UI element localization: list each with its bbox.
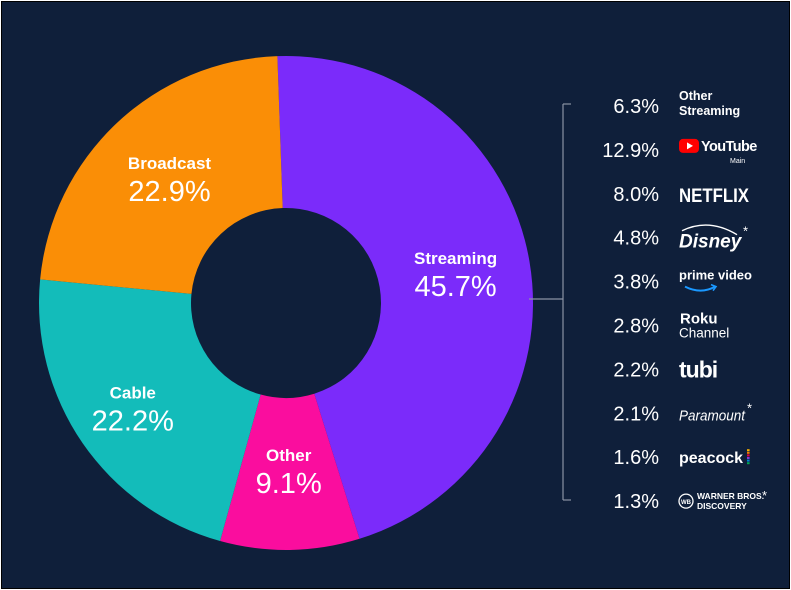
breakdown-value: 12.9% <box>602 140 659 162</box>
slice-other <box>220 393 360 550</box>
breakdown-row: 2.1% Paramount * <box>613 400 752 425</box>
slice-label-cable: Cable <box>110 383 156 402</box>
peacock-dot-icon <box>747 457 750 459</box>
roku-wordmark: Roku <box>680 311 718 328</box>
breakdown-value: 2.1% <box>613 403 659 425</box>
wbd-monogram: WB <box>681 500 692 506</box>
roku-channel: Channel <box>679 326 729 341</box>
breakdown-row: 1.6% peacock <box>613 447 750 469</box>
breakdown-value: 6.3% <box>613 96 659 118</box>
peacock-dot-icon <box>747 451 750 454</box>
play-icon <box>687 142 693 150</box>
prime-smile-icon <box>684 285 716 292</box>
prime-wordmark: prime video <box>679 268 752 283</box>
wbd-line-2: DISCOVERY <box>697 501 747 511</box>
breakdown-value: 1.6% <box>613 447 659 469</box>
wbd-shield-icon <box>678 493 694 509</box>
netflix-wordmark: NETFLIX <box>679 186 749 207</box>
breakdown-value: 4.8% <box>613 228 659 250</box>
slice-value-broadcast: 22.9% <box>128 176 210 208</box>
peacock-dot-icon <box>747 459 750 462</box>
slice-value-other: 9.1% <box>256 468 322 500</box>
breakdown-row: 12.9% YouTube Main <box>602 138 758 165</box>
slice-value-cable: 22.2% <box>92 405 174 437</box>
breakdown-row: 4.8% Disney* <box>613 224 748 253</box>
tubi-wordmark: tubi <box>679 356 717 382</box>
disney-wordmark: Disney <box>679 232 743 253</box>
slice-broadcast <box>40 56 283 294</box>
peacock-wordmark: peacock <box>679 450 743 467</box>
asterisk: * <box>747 400 752 415</box>
brand-line-1: Other <box>679 89 712 103</box>
breakdown-row: 3.8% prime video <box>613 268 752 294</box>
disney-arc <box>681 224 738 236</box>
slice-streaming <box>277 56 533 539</box>
slice-value-streaming: 45.7% <box>414 271 496 303</box>
wbd-line-1: WARNER BROS. <box>697 491 764 501</box>
slice-cable <box>39 279 261 542</box>
breakdown-row: 8.0% NETFLIX <box>613 184 749 207</box>
youtube-wordmark: YouTube <box>701 139 757 155</box>
breakdown-value: 1.3% <box>613 491 659 513</box>
slice-label-other: Other <box>266 446 312 465</box>
peacock-dot-icon <box>747 462 750 465</box>
prime-arrow-icon <box>710 283 718 292</box>
asterisk: * <box>762 488 767 503</box>
paramount-wordmark: Paramount <box>679 407 746 424</box>
peacock-dot-icon <box>747 449 750 452</box>
slice-label-streaming: Streaming <box>414 249 497 268</box>
brand-line-2: Streaming <box>679 104 740 118</box>
peacock-dot-icon <box>747 454 750 457</box>
breakdown-row: 1.3% WB WARNER BROS.DISCOVERY * <box>613 488 767 513</box>
youtube-sub: Main <box>730 158 745 165</box>
breakdown-value: 8.0% <box>613 184 659 206</box>
breakdown-value: 2.2% <box>613 359 659 381</box>
breakdown-row: 2.2% tubi <box>613 356 718 382</box>
asterisk: * <box>743 224 748 239</box>
slice-label-broadcast: Broadcast <box>128 154 211 173</box>
breakdown-value: 2.8% <box>613 316 659 338</box>
breakdown-value: 3.8% <box>613 272 659 294</box>
